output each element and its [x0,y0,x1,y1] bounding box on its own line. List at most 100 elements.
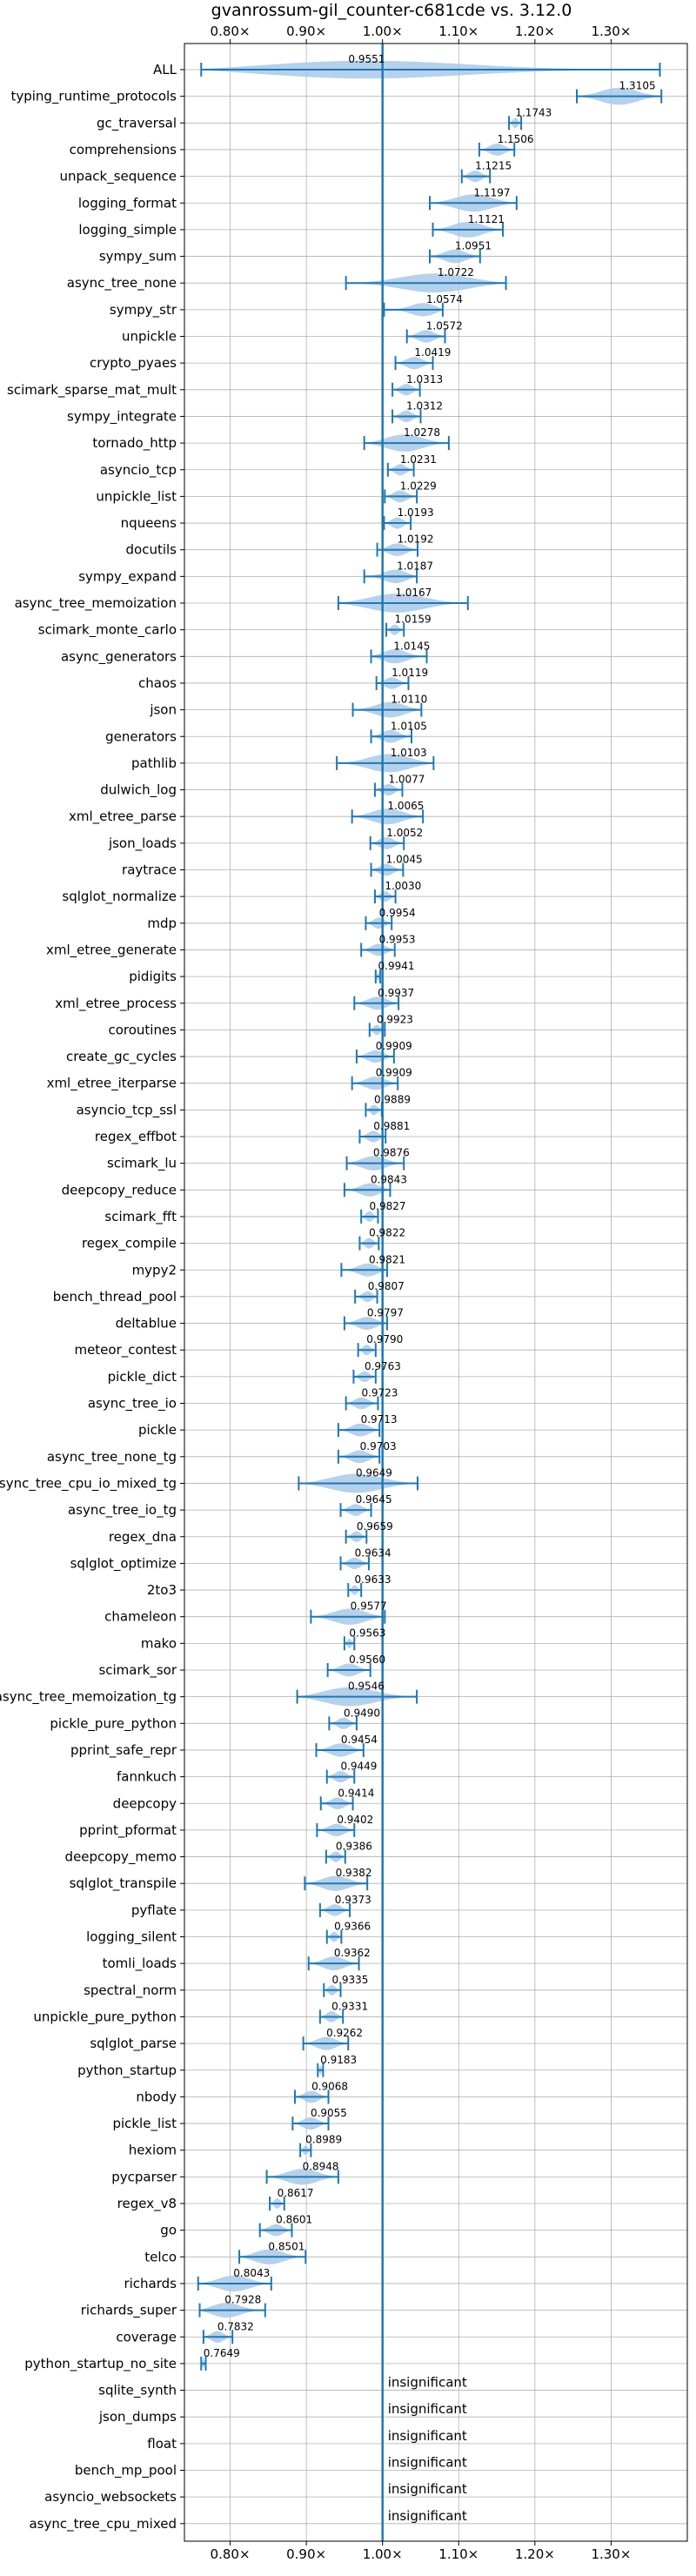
value-label: 0.9633 [355,1573,392,1586]
value-label: 0.9055 [311,2107,347,2119]
y-tick-label: scimark_monte_carlo [38,622,177,639]
insignificant-label: insignificant [388,2428,467,2444]
insignificant-label: insignificant [388,2508,467,2524]
y-tick-label: pickle_dict [108,1369,177,1385]
value-label: 0.9909 [376,1040,412,1052]
y-tick-label: sqlite_synth [98,2383,177,2399]
y-tick-label: deepcopy_memo [65,1849,177,1866]
value-label: 0.9797 [367,1307,404,1319]
value-label: 1.1215 [475,160,512,172]
x-tick-label-top: 0.90× [286,23,326,39]
chart-title: gvanrossum-gil_counter-c681cde vs. 3.12.… [211,1,572,20]
y-tick-label: sympy_expand [78,568,177,585]
y-tick-label: sympy_integrate [67,408,177,425]
insignificant-label: insignificant [388,2401,467,2417]
y-tick-label: raytrace [122,862,177,878]
y-tick-label: regex_v8 [117,2196,177,2212]
value-label: 0.9454 [341,1734,378,1746]
y-tick-label: tomli_loads [103,1955,177,1972]
x-tick-label-top: 1.10× [438,23,478,39]
value-label: 0.9449 [340,1761,377,1773]
value-label: 1.0187 [397,560,433,572]
y-tick-label: typing_runtime_protocols [10,89,177,105]
value-label: 0.9068 [311,2080,348,2092]
y-tick-label: logging_simple [78,222,177,238]
y-tick-label: tornado_http [92,435,177,452]
y-tick-label: logging_silent [86,1929,177,1946]
value-label: 1.0077 [388,774,425,786]
y-tick-label: unpickle_pure_python [33,2009,177,2025]
y-tick-label: sqlglot_parse [90,2036,177,2052]
y-tick-label: python_startup [77,2063,177,2079]
x-tick-label-bottom: 0.80× [211,2546,251,2562]
insignificant-label: insignificant [388,2481,467,2497]
value-label: 0.9821 [369,1253,405,1265]
y-tick-label: gc_traversal [97,115,177,131]
value-label: 1.0231 [400,453,437,466]
value-label: 0.9713 [361,1413,398,1426]
y-tick-label: richards [124,2276,177,2291]
y-tick-label: pathlib [131,755,177,771]
y-tick-label: richards_super [81,2303,177,2319]
value-label: 1.0110 [391,694,427,706]
y-tick-label: pyflate [131,1902,177,1918]
y-tick-label: json [149,702,177,718]
y-tick-label: python_startup_no_site [24,2356,177,2372]
insignificant-label: insignificant [388,2455,467,2471]
x-tick-label-top: 1.00× [363,23,403,39]
grid [184,44,687,2541]
value-label: 1.0312 [406,399,443,412]
y-tick-label: telco [144,2249,177,2264]
y-tick-label: regex_effbot [95,1129,177,1145]
value-label: 1.0572 [426,320,463,332]
value-label: 0.9577 [351,1600,387,1613]
value-label: 0.9335 [331,1974,368,1986]
value-label: 0.9634 [355,1546,392,1559]
y-tick-label: pidigits [129,969,177,984]
value-label: 1.0030 [385,880,421,892]
plot-frame [184,43,688,2542]
x-tick-label-top: 0.80× [211,23,251,39]
x-tick-label-bottom: 0.90× [286,2546,326,2562]
value-label: 0.9843 [371,1173,407,1185]
value-label: 0.8948 [303,2160,339,2172]
y-tick-label: async_tree_cpu_io_mixed_tg [0,1475,177,1492]
x-tick-label-top: 1.30× [591,23,631,39]
y-tick-label: meteor_contest [74,1342,177,1358]
y-tick-label: crypto_pyaes [90,355,177,372]
value-label: 1.0159 [395,614,432,626]
y-tick-label: deepcopy [113,1795,177,1811]
x-tick-label-bottom: 1.20× [515,2546,555,2562]
y-tick-label: bench_mp_pool [75,2463,177,2479]
value-label: 0.9373 [335,1894,371,1906]
y-tick-label: scimark_fft [104,1209,177,1225]
y-tick-label: docutils [126,542,177,558]
value-label: 1.1743 [515,106,552,118]
value-label: 0.9659 [357,1520,393,1533]
value-label: 0.9560 [349,1654,385,1666]
y-tick-label: async_tree_none_tg [47,1449,177,1466]
y-tick-label: dulwich_log [100,782,177,799]
y-tick-label: regex_dna [109,1529,177,1546]
y-tick-label: async_tree_io_tg [68,1502,177,1519]
value-label: 0.9807 [368,1280,405,1292]
whiskers [197,63,663,2371]
y-tick-label: asyncio_tcp [100,462,177,479]
value-label: 1.1197 [474,186,511,198]
y-tick-label: xml_etree_parse [69,808,177,825]
value-label: 1.0103 [391,747,427,759]
value-label: 1.0105 [391,720,427,732]
y-tick-label: async_tree_memoization_tg [0,1689,177,1706]
x-tick-label-bottom: 1.30× [591,2546,631,2562]
value-label: 1.0722 [438,266,474,278]
y-tick-labels: ALL typing_runtime_protocols gc_traversalc… [0,62,184,2532]
x-tick-label-top: 1.20× [515,23,555,39]
y-tick-label: scimark_lu [107,1156,177,1172]
value-label: 0.7649 [204,2347,240,2359]
value-label: 1.0574 [426,293,463,305]
insignificant-label: insignificant [388,2375,467,2391]
value-label: 0.9183 [320,2054,357,2066]
y-tick-label: sympy_str [110,302,177,319]
value-label: 0.9649 [356,1466,392,1479]
y-tick-label: json_dumps [98,2409,177,2425]
